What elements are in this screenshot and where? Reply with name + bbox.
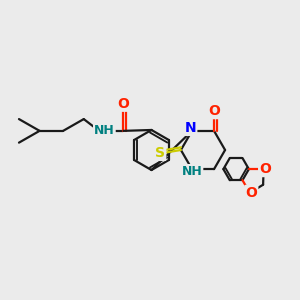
Text: NH: NH [94, 124, 115, 137]
Text: O: O [208, 104, 220, 118]
Text: N: N [185, 121, 196, 135]
Text: O: O [259, 162, 271, 176]
Text: O: O [245, 186, 257, 200]
Text: NH: NH [182, 165, 202, 178]
Text: O: O [118, 97, 129, 111]
Text: S: S [155, 146, 165, 160]
